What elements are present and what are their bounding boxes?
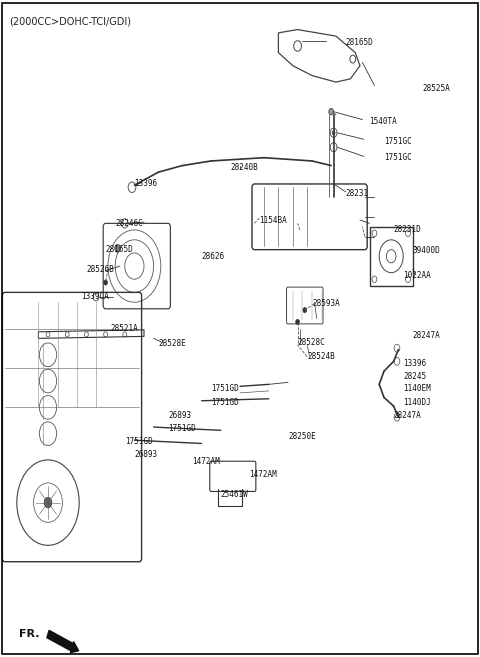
Text: 1140DJ: 1140DJ: [403, 397, 431, 407]
Circle shape: [115, 244, 120, 252]
Text: 28247A: 28247A: [394, 411, 421, 420]
Text: 28231: 28231: [346, 189, 369, 198]
Text: 1022AA: 1022AA: [403, 271, 431, 281]
Circle shape: [44, 497, 52, 508]
Text: 1140EM: 1140EM: [403, 384, 431, 394]
Text: 26893: 26893: [134, 450, 157, 459]
Text: 28165D: 28165D: [106, 245, 133, 254]
Text: 28528C: 28528C: [298, 338, 325, 348]
Circle shape: [104, 280, 108, 285]
Text: 28524B: 28524B: [307, 352, 335, 361]
Text: 39400D: 39400D: [413, 246, 441, 256]
Circle shape: [329, 108, 334, 115]
Text: 1751GC: 1751GC: [384, 153, 412, 162]
Text: 13396: 13396: [134, 179, 157, 189]
Text: 1154BA: 1154BA: [259, 215, 287, 225]
Text: 28246C: 28246C: [115, 219, 143, 228]
Text: 28593A: 28593A: [312, 299, 340, 308]
Circle shape: [332, 131, 335, 135]
Text: 1472AM: 1472AM: [250, 470, 277, 479]
Text: 1751GD: 1751GD: [125, 437, 153, 446]
Text: 28231D: 28231D: [394, 225, 421, 235]
Text: 28528E: 28528E: [158, 339, 186, 348]
Text: (2000CC>DOHC-TCI/GDI): (2000CC>DOHC-TCI/GDI): [10, 16, 132, 26]
Text: 28526B: 28526B: [86, 265, 114, 274]
Text: 28626: 28626: [202, 252, 225, 261]
Text: 28247A: 28247A: [413, 330, 441, 340]
Text: 1339CA: 1339CA: [82, 292, 109, 302]
Text: 26893: 26893: [168, 411, 191, 420]
Text: 13396: 13396: [403, 359, 426, 368]
Text: FR.: FR.: [19, 629, 40, 639]
Text: 1540TA: 1540TA: [370, 117, 397, 126]
Circle shape: [296, 319, 300, 325]
Text: 1751GC: 1751GC: [384, 137, 412, 146]
Text: 28521A: 28521A: [110, 324, 138, 333]
Text: 28165D: 28165D: [346, 38, 373, 47]
Text: 1472AM: 1472AM: [192, 457, 220, 466]
Text: 1751GD: 1751GD: [211, 397, 239, 407]
Text: 28250E: 28250E: [288, 432, 316, 442]
FancyArrow shape: [47, 630, 79, 652]
Text: 1751GD: 1751GD: [168, 424, 196, 433]
Text: 28525A: 28525A: [422, 84, 450, 93]
Text: 28245: 28245: [403, 372, 426, 381]
Circle shape: [303, 307, 307, 313]
Text: 1751GD: 1751GD: [211, 384, 239, 394]
Text: 28240B: 28240B: [230, 163, 258, 172]
Text: 25461W: 25461W: [221, 489, 249, 499]
